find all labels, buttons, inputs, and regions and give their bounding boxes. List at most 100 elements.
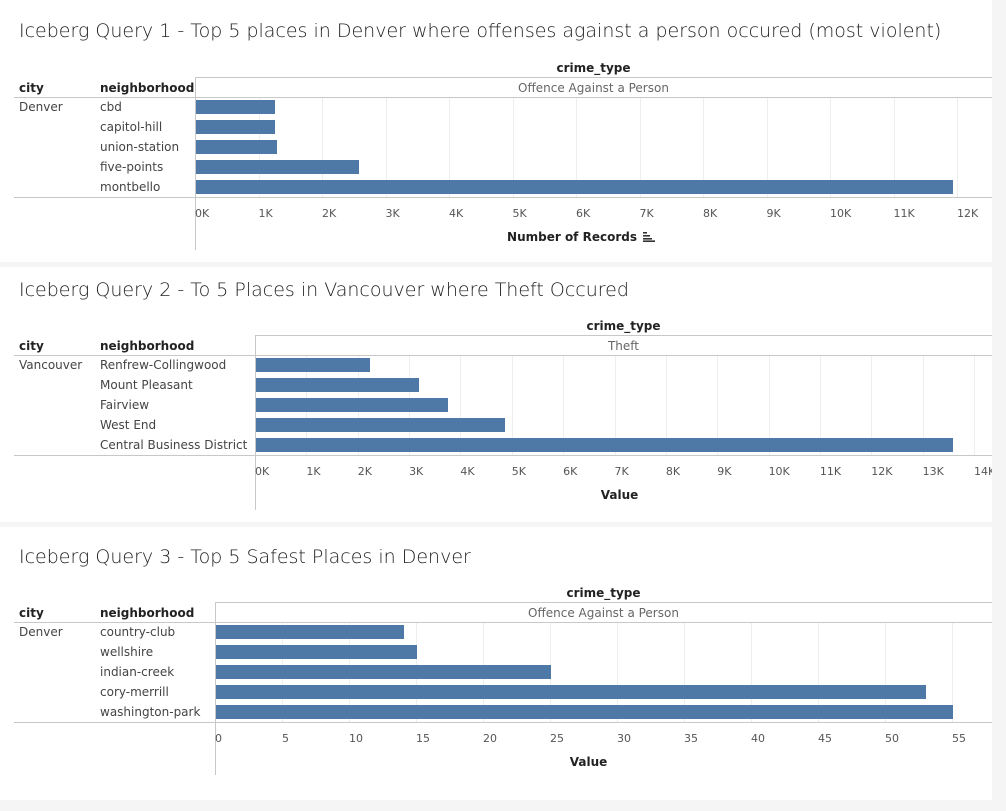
x-tick-label: 5K	[511, 465, 526, 478]
gridline	[751, 623, 752, 722]
neighborhood-header: neighborhood	[100, 339, 195, 353]
neighborhood-label: capitol-hill	[100, 120, 163, 134]
x-tick-label: 8K	[703, 207, 718, 220]
neighborhood-header: neighborhood	[100, 606, 195, 620]
gridline	[666, 356, 667, 455]
x-tick-label: 7K	[639, 207, 654, 220]
x-tick-label: 0K	[255, 465, 270, 478]
gridline	[894, 98, 895, 197]
x-tick-label: 13K	[922, 465, 944, 478]
x-tick-label: 10K	[768, 465, 790, 478]
gridline	[576, 98, 577, 197]
bar-cbd[interactable]	[196, 100, 276, 114]
gridline	[512, 356, 513, 455]
neighborhood-label: wellshire	[100, 645, 154, 659]
x-tick-label: 40	[751, 732, 765, 745]
bar-union-station[interactable]	[196, 140, 278, 154]
bar-five-points[interactable]	[196, 160, 360, 174]
x-axis-title: Value	[601, 488, 639, 502]
bar-country-club[interactable]	[216, 625, 404, 639]
plot-bottom-rule	[14, 722, 992, 723]
x-tick-label: 11K	[819, 465, 842, 478]
x-tick-label: 8K	[665, 465, 681, 478]
chart-title: Iceberg Query 2 - To 5 Places in Vancouv…	[19, 279, 629, 301]
neighborhood-label: Mount Pleasant	[100, 378, 193, 392]
x-tick-label: 55	[952, 732, 966, 745]
x-tick-label: 45	[818, 732, 832, 745]
crime-type-header: crime_type	[566, 586, 641, 600]
chart-sheet-1	[0, 0, 992, 262]
x-tick-label: 3K	[385, 207, 400, 220]
gridline	[871, 356, 872, 455]
neighborhood-label: Fairview	[100, 398, 150, 412]
header-rule	[14, 355, 992, 356]
crime-type-value: Theft	[607, 339, 640, 353]
city-cell: Denver	[19, 100, 63, 114]
city-header: city	[19, 606, 44, 620]
neighborhood-label: indian-creek	[100, 665, 175, 679]
bar-washington-park[interactable]	[216, 705, 953, 719]
gridline	[386, 98, 387, 197]
gridline	[617, 623, 618, 722]
neighborhood-label: washington-park	[100, 705, 201, 719]
x-tick-label: 6K	[563, 465, 578, 478]
plot-left-rule	[255, 335, 256, 510]
x-axis-title: Value	[570, 755, 608, 769]
right-margin	[992, 0, 1006, 811]
neighborhood-label: Central Business District	[100, 438, 248, 452]
bar-capitol-hill[interactable]	[196, 120, 276, 134]
gridline	[563, 356, 564, 455]
x-tick-label: 15	[416, 732, 430, 745]
bar-mount-pleasant[interactable]	[256, 378, 419, 392]
x-tick-label: 10	[349, 732, 363, 745]
plot-left-rule	[215, 602, 216, 775]
gridline	[818, 623, 819, 722]
plot-left-rule	[195, 77, 196, 250]
gridline	[322, 98, 323, 197]
bar-central-business-district[interactable]	[256, 438, 954, 452]
x-axis-title-text: Number of Records	[507, 230, 637, 244]
city-header: city	[19, 81, 44, 95]
bottom-margin	[0, 800, 1006, 811]
x-tick-label: 6K	[576, 207, 591, 220]
bar-renfrew-collingwood[interactable]	[256, 358, 370, 372]
x-tick-label: 5	[282, 732, 289, 745]
neighborhood-label: union-station	[100, 140, 180, 154]
bar-wellshire[interactable]	[216, 645, 417, 659]
x-tick-label: 25	[550, 732, 564, 745]
header-rule	[14, 622, 992, 623]
gridline	[820, 356, 821, 455]
crime-type-value: Offence Against a Person	[528, 606, 679, 620]
gridline	[615, 356, 616, 455]
plot-top-rule	[195, 77, 992, 78]
bar-cory-merrill[interactable]	[216, 685, 927, 699]
gridline	[830, 98, 831, 197]
x-tick-label: 11K	[893, 207, 915, 220]
x-tick-label: 50	[885, 732, 899, 745]
x-tick-label: 10K	[830, 207, 852, 220]
crime-type-value: Offence Against a Person	[518, 81, 669, 95]
gridline	[684, 623, 685, 722]
gridline	[767, 98, 768, 197]
bar-west-end[interactable]	[256, 418, 506, 432]
gridline	[513, 98, 514, 197]
neighborhood-label: cbd	[100, 100, 122, 114]
x-tick-label: 1K	[306, 465, 321, 478]
bar-montbello[interactable]	[196, 180, 953, 194]
x-tick-label: 20	[483, 732, 497, 745]
crime-type-header: crime_type	[586, 319, 661, 333]
x-tick-label: 4K	[449, 207, 464, 220]
bar-fairview[interactable]	[256, 398, 449, 412]
neighborhood-label: country-club	[100, 625, 176, 639]
sort-descending-icon[interactable]	[642, 231, 655, 245]
plot-bottom-rule	[14, 197, 992, 198]
gridline	[769, 356, 770, 455]
x-tick-label: 12K	[957, 207, 979, 220]
neighborhood-label: West End	[100, 418, 157, 432]
chart-sheet-3	[0, 527, 992, 800]
x-tick-label: 2K	[357, 465, 372, 478]
x-axis-title: Number of Records	[507, 230, 655, 245]
gridline	[923, 356, 924, 455]
bar-indian-creek[interactable]	[216, 665, 551, 679]
